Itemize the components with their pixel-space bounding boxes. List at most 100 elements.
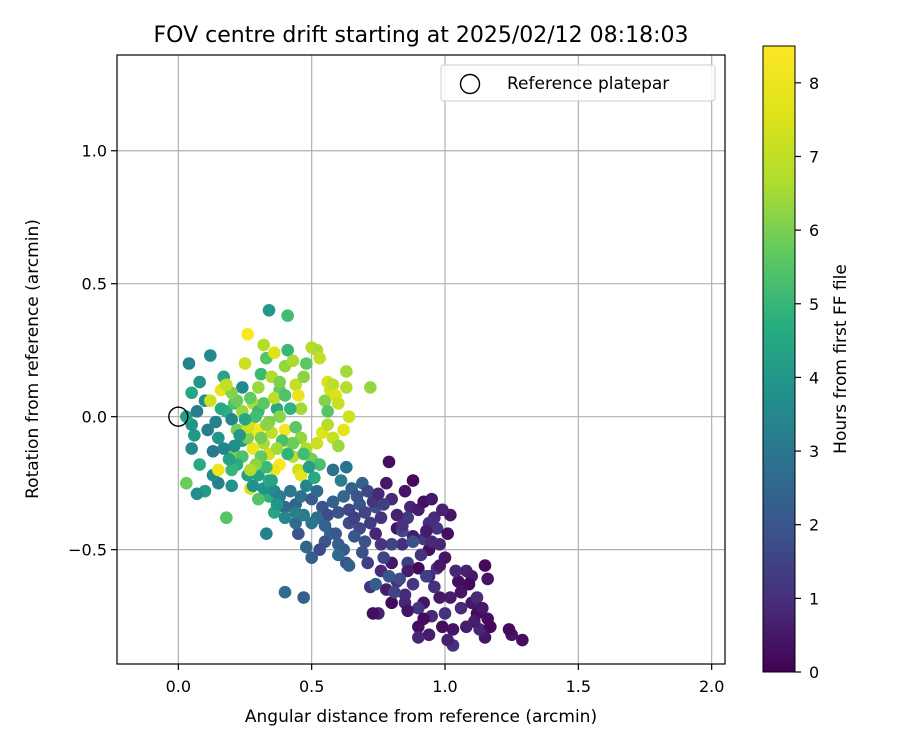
data-point — [246, 442, 260, 455]
data-point — [201, 423, 214, 437]
data-point — [300, 357, 313, 370]
legend-box — [440, 64, 716, 102]
data-point — [180, 410, 193, 423]
data-point — [396, 538, 409, 551]
data-point — [449, 564, 462, 578]
data-point — [193, 375, 206, 389]
data-point — [278, 389, 292, 402]
data-point — [278, 585, 292, 599]
colorbar-tick-label: 7 — [809, 147, 819, 166]
data-point — [390, 508, 404, 522]
data-point — [406, 577, 420, 591]
data-point — [310, 436, 324, 450]
data-point — [212, 431, 225, 445]
data-point — [238, 413, 252, 426]
data-point — [270, 498, 284, 511]
data-point — [364, 381, 377, 394]
data-point — [185, 386, 198, 400]
legend-label: Reference platepar — [507, 74, 669, 94]
data-point — [428, 580, 441, 594]
data-point — [254, 367, 268, 381]
data-point — [436, 503, 449, 517]
data-point — [225, 413, 238, 426]
data-point — [358, 535, 372, 548]
data-point — [401, 604, 414, 618]
data-point — [425, 535, 438, 548]
data-point — [417, 612, 430, 626]
data-point — [260, 418, 273, 431]
reference-platepar-marker — [168, 406, 189, 427]
data-point — [433, 591, 446, 604]
data-point — [454, 585, 468, 599]
data-point — [406, 535, 420, 548]
data-point — [292, 389, 305, 402]
data-point — [356, 546, 369, 559]
data-point — [412, 631, 425, 644]
data-point — [313, 351, 326, 365]
y-axis-label: Rotation from reference (arcmin) — [23, 219, 43, 499]
data-point — [377, 551, 390, 564]
legend: Reference platepar — [440, 64, 716, 102]
data-point — [206, 444, 220, 458]
data-point — [225, 463, 238, 477]
colorbar-gradient — [762, 45, 796, 673]
data-point — [294, 468, 308, 482]
data-point — [284, 484, 297, 498]
data-point — [294, 490, 308, 503]
data-point — [332, 439, 345, 453]
data-point — [340, 381, 353, 394]
data-point — [297, 370, 310, 384]
data-point — [441, 633, 454, 647]
data-point — [340, 365, 353, 378]
chart-title: FOV centre drift starting at 2025/02/12 … — [154, 23, 689, 48]
data-point — [313, 543, 326, 556]
data-point — [385, 538, 398, 551]
data-point — [217, 442, 230, 455]
data-point — [369, 577, 382, 591]
data-point — [332, 538, 345, 551]
data-point — [292, 527, 305, 540]
data-point — [252, 492, 265, 506]
colorbar-label: Hours from first FF file — [831, 264, 851, 454]
plot-frame — [116, 54, 726, 665]
data-point — [332, 506, 345, 519]
data-point — [388, 585, 401, 599]
colorbar-tick-label: 1 — [809, 589, 819, 608]
data-point — [380, 476, 393, 490]
data-point — [478, 559, 492, 572]
data-point — [412, 601, 425, 615]
data-point — [342, 410, 356, 423]
data-point — [393, 572, 406, 586]
data-point — [209, 415, 222, 429]
data-point — [252, 381, 265, 394]
data-point — [308, 471, 321, 485]
data-point — [398, 484, 412, 498]
data-point — [257, 397, 270, 410]
data-point — [289, 506, 302, 519]
data-point — [350, 490, 364, 503]
data-points — [180, 304, 529, 652]
data-point — [334, 474, 348, 487]
data-point — [289, 516, 302, 530]
data-point — [446, 623, 460, 636]
data-point — [444, 591, 457, 604]
data-point — [190, 487, 204, 501]
data-point — [318, 519, 332, 533]
data-point — [481, 572, 494, 586]
data-point — [340, 460, 353, 474]
data-point — [470, 591, 484, 604]
colorbar-tick-label: 0 — [809, 663, 819, 682]
data-point — [329, 527, 342, 540]
data-point — [225, 479, 238, 493]
data-point — [396, 519, 409, 533]
data-point — [244, 463, 257, 477]
data-point — [220, 378, 233, 392]
data-point — [382, 455, 396, 469]
data-point — [270, 442, 284, 455]
colorbar-tick-label: 2 — [809, 516, 819, 535]
data-point — [182, 357, 196, 370]
data-point — [502, 623, 516, 636]
x-tick-label: 0.0 — [166, 677, 191, 696]
data-point — [281, 309, 294, 322]
